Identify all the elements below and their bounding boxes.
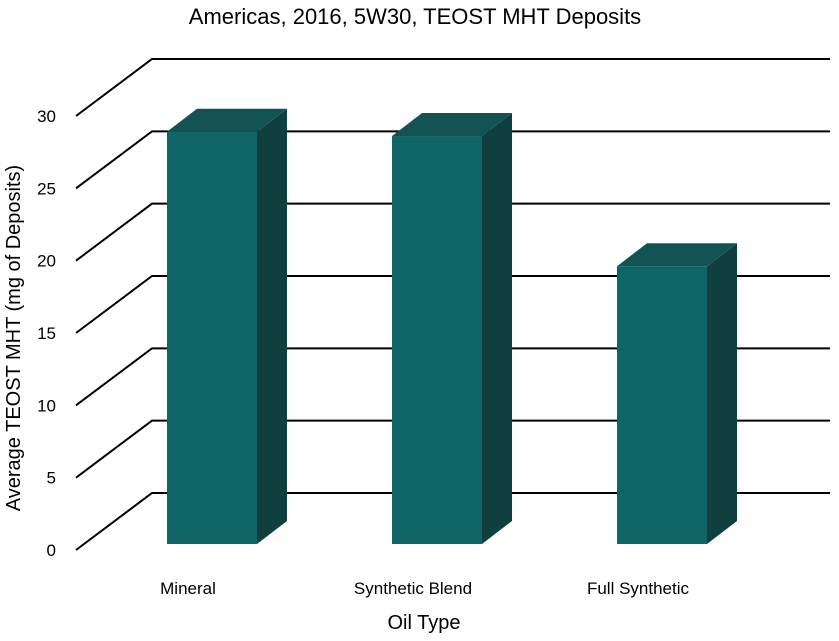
bar-side: [257, 108, 287, 544]
bar: [167, 108, 287, 544]
x-axis-categories: Mineral Synthetic Blend Full Synthetic: [160, 579, 689, 598]
gridline: [75, 492, 830, 551]
bars: [167, 108, 737, 545]
gridline: [75, 130, 830, 190]
y-tick-label: 0: [47, 541, 56, 560]
bar-side: [707, 243, 737, 545]
chart-title: Americas, 2016, 5W30, TEOST MHT Deposits: [189, 4, 641, 29]
bar-top: [617, 243, 737, 267]
y-tick-label: 25: [37, 179, 56, 198]
gridline: [75, 202, 830, 262]
bar: [392, 113, 512, 545]
gridline: [75, 419, 830, 479]
category-label: Mineral: [160, 579, 216, 598]
bar-front: [392, 136, 482, 545]
category-label: Synthetic Blend: [354, 579, 472, 598]
bar-front: [167, 131, 257, 544]
bar-top: [392, 113, 512, 137]
category-label: Full Synthetic: [587, 579, 690, 598]
bar: [617, 243, 737, 545]
y-tick-label: 10: [37, 396, 56, 415]
y-tick-label: 30: [37, 107, 56, 126]
gridline: [75, 347, 830, 407]
gridline: [75, 58, 830, 117]
gridlines: [75, 58, 830, 551]
bar-top: [167, 108, 287, 132]
y-tick-label: 20: [37, 252, 56, 271]
y-tick-label: 15: [37, 324, 56, 343]
bar-side: [482, 113, 512, 544]
y-tick-label: 5: [47, 469, 56, 488]
bar-front: [617, 266, 707, 544]
gridline: [75, 275, 830, 334]
x-axis-label: Oil Type: [388, 612, 461, 634]
y-axis-label: Average TEOST MHT (mg of Deposits): [3, 165, 25, 511]
y-axis-ticks: 0 5 10 15 20 25 30: [37, 107, 56, 560]
